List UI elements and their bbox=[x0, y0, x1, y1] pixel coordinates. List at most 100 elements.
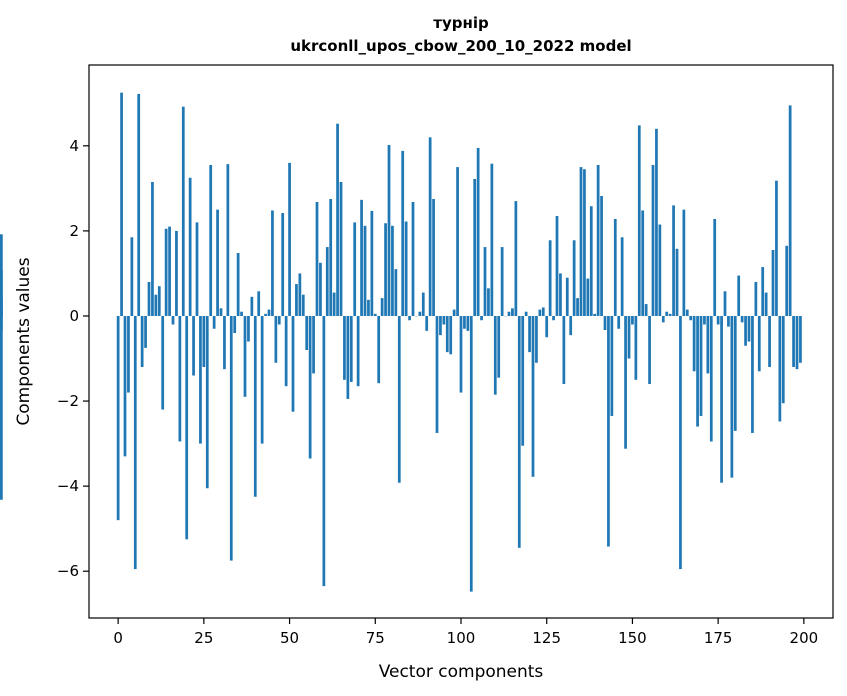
bar-0 bbox=[116, 315, 120, 521]
bar-64 bbox=[336, 123, 339, 316]
bar-114 bbox=[507, 311, 511, 316]
bar-129 bbox=[559, 273, 562, 316]
bar-197 bbox=[792, 315, 795, 368]
bar-16 bbox=[171, 315, 175, 325]
bar-98 bbox=[452, 309, 456, 316]
bar-176 bbox=[720, 315, 723, 483]
bar-111 bbox=[497, 315, 501, 378]
bar-193 bbox=[778, 315, 782, 422]
bar-49 bbox=[284, 315, 288, 387]
bar-160 bbox=[665, 311, 669, 316]
bar-90 bbox=[425, 315, 429, 331]
bar-61 bbox=[325, 247, 329, 316]
bar-189 bbox=[764, 292, 768, 316]
bar-144 bbox=[610, 315, 614, 416]
bar-154 bbox=[644, 304, 648, 316]
bar-175 bbox=[716, 315, 720, 325]
bar-146 bbox=[617, 315, 621, 329]
bar-22 bbox=[192, 315, 195, 376]
bar-29 bbox=[216, 209, 219, 316]
bar-177 bbox=[723, 291, 727, 316]
x-axis-ticks: 0 25 50 75 100 125 150 175 200 bbox=[113, 618, 818, 647]
bar-106 bbox=[480, 315, 483, 321]
bar-115 bbox=[511, 308, 514, 316]
bar-17 bbox=[175, 230, 178, 316]
y-axis-label: Components values bbox=[14, 257, 34, 425]
bar-20 bbox=[185, 315, 189, 540]
bar-91 bbox=[428, 137, 432, 316]
bar-151 bbox=[634, 315, 638, 380]
bar-119 bbox=[524, 311, 528, 316]
bar-140 bbox=[596, 164, 600, 316]
bar-57 bbox=[312, 315, 315, 374]
bar-37 bbox=[243, 315, 247, 397]
bar-28 bbox=[212, 315, 216, 329]
bar-84 bbox=[404, 221, 408, 316]
bar-15 bbox=[168, 226, 171, 316]
bar-139 bbox=[593, 313, 597, 316]
bar-173 bbox=[709, 315, 713, 442]
bar-21 bbox=[188, 177, 192, 316]
bar-19 bbox=[181, 106, 185, 316]
bar-40 bbox=[253, 315, 257, 497]
bar-124 bbox=[541, 307, 545, 316]
bar-123 bbox=[538, 309, 542, 316]
bar-132 bbox=[569, 315, 573, 336]
bar-188 bbox=[761, 267, 765, 316]
bar-165 bbox=[682, 209, 686, 316]
bar-174 bbox=[713, 218, 717, 316]
bar-55 bbox=[305, 315, 309, 351]
bar-186 bbox=[754, 281, 758, 316]
bar-86 bbox=[411, 201, 415, 316]
bar-199 bbox=[799, 315, 802, 363]
bar-122 bbox=[535, 315, 538, 363]
x-tick-label: 75 bbox=[366, 629, 385, 647]
bar-198 bbox=[795, 315, 799, 370]
bar-102 bbox=[466, 315, 470, 331]
bar-150 bbox=[631, 315, 634, 325]
x-tick-label: 150 bbox=[618, 629, 647, 647]
bar-121 bbox=[531, 315, 535, 477]
bar-63 bbox=[332, 292, 336, 316]
y-tick-label: 2 bbox=[69, 222, 79, 240]
bar-168 bbox=[692, 315, 696, 372]
bar-116 bbox=[514, 201, 518, 316]
bar-152 bbox=[637, 125, 641, 316]
bar-43 bbox=[264, 313, 267, 316]
bar-13 bbox=[161, 315, 165, 410]
bar-88 bbox=[418, 311, 422, 316]
bar-56 bbox=[308, 315, 312, 459]
y-tick-label: −2 bbox=[57, 392, 79, 410]
bar-112 bbox=[500, 247, 504, 316]
bar-70 bbox=[356, 315, 360, 387]
bar-33 bbox=[229, 315, 233, 561]
bar-157 bbox=[655, 128, 658, 316]
bar-110 bbox=[493, 315, 497, 395]
bar-105 bbox=[476, 147, 480, 316]
bar-31 bbox=[223, 315, 226, 370]
bar-95 bbox=[442, 315, 446, 325]
bar-1 bbox=[120, 92, 123, 316]
bar-97 bbox=[449, 315, 453, 355]
y-axis-ticks: −6 −4 −2 0 2 4 bbox=[57, 137, 89, 580]
bar-8 bbox=[144, 315, 147, 348]
bar-181 bbox=[737, 275, 741, 316]
bar-9 bbox=[147, 281, 151, 316]
bar-92 bbox=[432, 199, 435, 316]
chart-subtitle: ukrconll_upos_cbow_200_10_2022 model bbox=[290, 37, 631, 55]
y-tick-label: −4 bbox=[57, 477, 79, 495]
bar-3 bbox=[127, 315, 130, 393]
bar-73 bbox=[367, 299, 370, 316]
bar-26 bbox=[205, 315, 209, 489]
bars-group bbox=[0, 92, 802, 592]
bar-4 bbox=[130, 237, 134, 316]
bar-62 bbox=[329, 199, 333, 316]
bar-24 bbox=[199, 315, 202, 444]
bar-109 bbox=[490, 163, 494, 316]
bar-137 bbox=[586, 278, 590, 316]
bar-179 bbox=[730, 315, 734, 478]
x-tick-label: 0 bbox=[113, 629, 123, 647]
bar-136 bbox=[583, 169, 586, 316]
bar-59 bbox=[319, 262, 322, 316]
bar-54 bbox=[301, 294, 305, 316]
